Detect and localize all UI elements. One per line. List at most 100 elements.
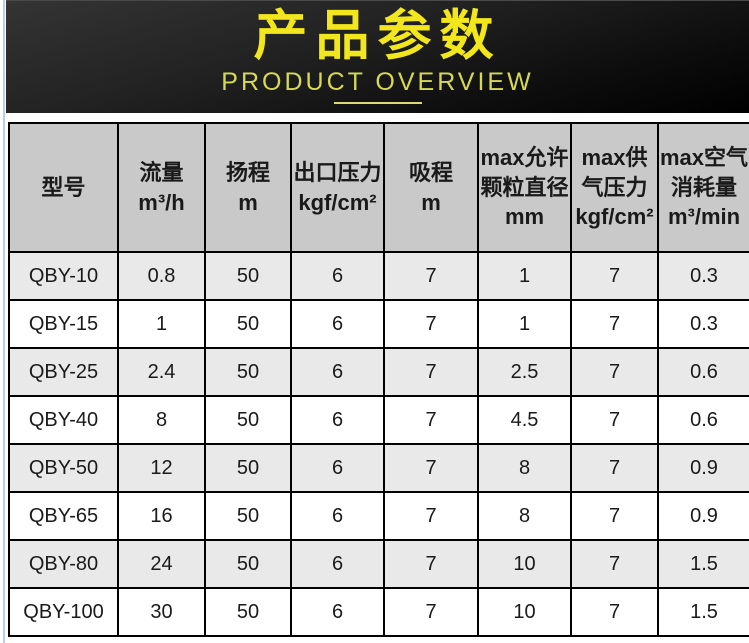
value-cell: 6 bbox=[290, 347, 385, 397]
column-header-max-air-consumption: max空气消耗量 m³/min bbox=[657, 122, 749, 253]
model-cell: QBY-10 bbox=[8, 251, 119, 301]
column-header-line: m bbox=[238, 189, 258, 215]
value-cell: 24 bbox=[117, 539, 206, 589]
value-cell: 7 bbox=[570, 587, 659, 637]
column-header-max-particle-diameter: max允许颗粒直径 mm bbox=[477, 122, 572, 253]
value-cell: 6 bbox=[290, 395, 385, 445]
value-cell: 6 bbox=[290, 443, 385, 493]
table-row: QBY-40 8 50 6 7 4.5 7 0.6 bbox=[8, 395, 749, 445]
model-cell: QBY-80 bbox=[8, 539, 119, 589]
value-cell: 0.9 bbox=[657, 491, 749, 541]
column-header-line: 吸程 bbox=[408, 159, 453, 185]
value-cell: 7 bbox=[570, 347, 659, 397]
banner: 产品参数 PRODUCT OVERVIEW bbox=[6, 0, 749, 113]
column-header-line: kgf/cm² bbox=[575, 204, 654, 230]
spec-table: 型号 流量 m³/h 扬程 m 出口压力 kgf/cm² 吸程 m max允许 颗粒直径 mm max供… bbox=[8, 122, 749, 637]
column-header-suction-lift: 吸程 m bbox=[383, 122, 479, 253]
table-row: QBY-65 16 50 6 7 8 7 0.9 bbox=[8, 491, 749, 541]
header-row: 型号 流量 m³/h 扬程 m 出口压力 kgf/cm² 吸程 m max允许 颗粒直径 mm max供… bbox=[8, 122, 749, 253]
value-cell: 6 bbox=[290, 251, 385, 301]
value-cell: 0.6 bbox=[657, 395, 749, 445]
value-cell: 6 bbox=[290, 587, 385, 637]
model-cell: QBY-25 bbox=[8, 347, 119, 397]
column-header-line: 流量 bbox=[139, 159, 184, 185]
value-cell: 6 bbox=[290, 299, 385, 349]
value-cell: 50 bbox=[204, 299, 292, 349]
value-cell: 50 bbox=[204, 395, 292, 445]
table-row: QBY-15 1 50 6 7 1 7 0.3 bbox=[8, 299, 749, 349]
value-cell: 50 bbox=[204, 587, 292, 637]
value-cell: 50 bbox=[204, 491, 292, 541]
value-cell: 50 bbox=[204, 347, 292, 397]
value-cell: 7 bbox=[570, 251, 659, 301]
value-cell: 7 bbox=[383, 539, 479, 589]
value-cell: 7 bbox=[383, 395, 479, 445]
value-cell: 0.6 bbox=[657, 347, 749, 397]
spec-table-container: 型号 流量 m³/h 扬程 m 出口压力 kgf/cm² 吸程 m max允许 颗粒直径 mm max供… bbox=[8, 122, 749, 637]
page-title: 产品参数 bbox=[253, 6, 502, 66]
value-cell: 0.9 bbox=[657, 443, 749, 493]
value-cell: 0.3 bbox=[657, 299, 749, 349]
column-header-line: 消耗量 bbox=[670, 174, 737, 200]
table-row: QBY-100 30 50 6 7 10 7 1.5 bbox=[8, 587, 749, 637]
value-cell: 1.5 bbox=[657, 587, 749, 637]
column-header-line: max允许 bbox=[480, 144, 569, 170]
column-header-line: 型号 bbox=[41, 174, 86, 200]
value-cell: 7 bbox=[383, 587, 479, 637]
value-cell: 7 bbox=[570, 539, 659, 589]
value-cell: 7 bbox=[383, 443, 479, 493]
value-cell: 10 bbox=[477, 539, 572, 589]
spec-table-body: QBY-10 0.8 50 6 7 1 7 0.3 QBY-15 1 50 6 7 1 7 0.3 QBY-25… bbox=[8, 251, 749, 637]
value-cell: 6 bbox=[290, 539, 385, 589]
value-cell: 16 bbox=[117, 491, 206, 541]
column-header-line: kgf/cm² bbox=[298, 189, 377, 215]
column-header-line: m³/h bbox=[138, 189, 185, 215]
model-cell: QBY-65 bbox=[8, 491, 119, 541]
value-cell: 1.5 bbox=[657, 539, 749, 589]
column-header-model: 型号 bbox=[8, 122, 119, 253]
column-header-outlet-pressure: 出口压力 kgf/cm² bbox=[290, 122, 385, 253]
spec-table-head: 型号 流量 m³/h 扬程 m 出口压力 kgf/cm² 吸程 m max允许 颗粒直径 mm max供… bbox=[8, 122, 749, 253]
value-cell: 7 bbox=[383, 491, 479, 541]
column-header-line: 气压力 bbox=[581, 174, 648, 200]
value-cell: 6 bbox=[290, 491, 385, 541]
value-cell: 7 bbox=[383, 299, 479, 349]
value-cell: 8 bbox=[477, 491, 572, 541]
column-header-line: m bbox=[421, 189, 441, 215]
column-header-line: m³/min bbox=[667, 204, 741, 230]
value-cell: 7 bbox=[570, 299, 659, 349]
value-cell: 7 bbox=[570, 443, 659, 493]
value-cell: 7 bbox=[570, 491, 659, 541]
value-cell: 30 bbox=[117, 587, 206, 637]
value-cell: 1 bbox=[117, 299, 206, 349]
model-cell: QBY-50 bbox=[8, 443, 119, 493]
value-cell: 12 bbox=[117, 443, 206, 493]
column-header-line: 颗粒直径 bbox=[480, 174, 569, 200]
column-header-line: 出口压力 bbox=[293, 159, 382, 185]
value-cell: 2.5 bbox=[477, 347, 572, 397]
value-cell: 50 bbox=[204, 251, 292, 301]
value-cell: 1 bbox=[477, 251, 572, 301]
value-cell: 50 bbox=[204, 539, 292, 589]
value-cell: 0.3 bbox=[657, 251, 749, 301]
value-cell: 7 bbox=[383, 347, 479, 397]
model-cell: QBY-15 bbox=[8, 299, 119, 349]
column-header-head: 扬程 m bbox=[204, 122, 292, 253]
column-header-line: mm bbox=[504, 204, 545, 230]
value-cell: 50 bbox=[204, 443, 292, 493]
column-header-line: max空气 bbox=[659, 144, 749, 170]
value-cell: 8 bbox=[117, 395, 206, 445]
title-underline bbox=[333, 102, 422, 104]
left-edge-rule bbox=[3, 0, 5, 643]
model-cell: QBY-40 bbox=[8, 395, 119, 445]
value-cell: 0.8 bbox=[117, 251, 206, 301]
column-header-max-air-supply-pressure: max供气压力 kgf/cm² bbox=[570, 122, 659, 253]
page-subtitle: PRODUCT OVERVIEW bbox=[221, 68, 534, 96]
value-cell: 7 bbox=[570, 395, 659, 445]
value-cell: 4.5 bbox=[477, 395, 572, 445]
table-row: QBY-50 12 50 6 7 8 7 0.9 bbox=[8, 443, 749, 493]
column-header-line: max供 bbox=[581, 144, 648, 170]
table-row: QBY-80 24 50 6 7 10 7 1.5 bbox=[8, 539, 749, 589]
table-row: QBY-10 0.8 50 6 7 1 7 0.3 bbox=[8, 251, 749, 301]
